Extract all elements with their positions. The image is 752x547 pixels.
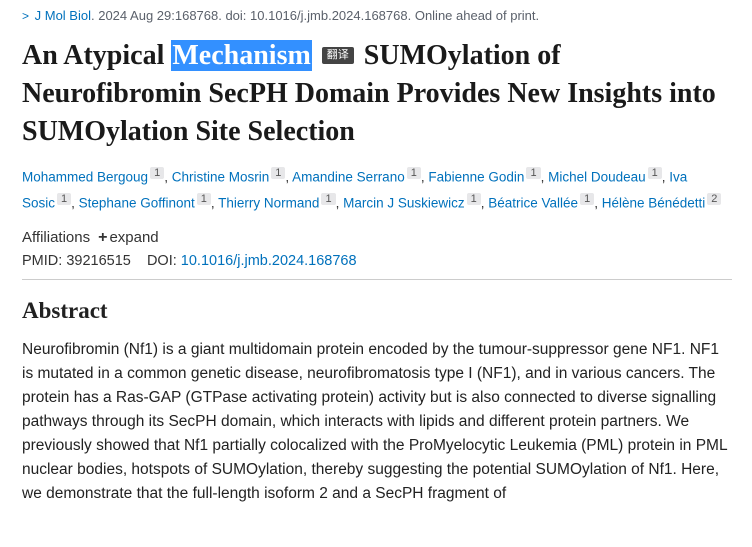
affiliation-badge[interactable]: 1 xyxy=(580,193,594,205)
author-link[interactable]: Marcin J Suskiewicz xyxy=(343,195,465,210)
author-link[interactable]: Christine Mosrin xyxy=(172,170,270,185)
expand-affiliations-button[interactable]: +expand xyxy=(98,229,159,247)
affiliation-badge[interactable]: 1 xyxy=(321,193,335,205)
affiliations-row: Affiliations +expand xyxy=(22,229,732,247)
pmid-value: 39216515 xyxy=(66,253,131,269)
doi-label: DOI: xyxy=(147,253,177,269)
affiliation-badge[interactable]: 1 xyxy=(150,167,164,179)
author-link[interactable]: Stephane Goffinont xyxy=(79,195,195,210)
article-title: An Atypical Mechanism 翻译 SUMOylation of … xyxy=(22,37,732,150)
divider xyxy=(22,279,732,280)
affiliation-badge[interactable]: 1 xyxy=(526,167,540,179)
breadcrumb: > J Mol Biol. 2024 Aug 29:168768. doi: 1… xyxy=(22,0,732,31)
translate-badge[interactable]: 翻译 xyxy=(322,47,354,64)
author-link[interactable]: Béatrice Vallée xyxy=(488,195,578,210)
author-link[interactable]: Thierry Normand xyxy=(218,195,319,210)
affiliation-badge[interactable]: 1 xyxy=(407,167,421,179)
highlighted-text: Mechanism xyxy=(171,40,311,71)
author-link[interactable]: Amandine Serrano xyxy=(292,170,405,185)
affiliation-badge[interactable]: 1 xyxy=(467,193,481,205)
plus-icon: + xyxy=(98,229,107,246)
authors-list: Mohammed Bergoug1, Christine Mosrin1, Am… xyxy=(22,164,732,214)
affiliation-badge[interactable]: 1 xyxy=(271,167,285,179)
abstract-body: Neurofibromin (Nf1) is a giant multidoma… xyxy=(22,338,732,506)
affiliation-badge[interactable]: 1 xyxy=(648,167,662,179)
citation-text: . 2024 Aug 29:168768. doi: 10.1016/j.jmb… xyxy=(91,8,539,23)
abstract-heading: Abstract xyxy=(22,298,732,324)
identifiers-row: PMID: 39216515 DOI: 10.1016/j.jmb.2024.1… xyxy=(22,253,732,269)
doi-link[interactable]: 10.1016/j.jmb.2024.168768 xyxy=(181,253,357,269)
affiliation-badge[interactable]: 1 xyxy=(197,193,211,205)
journal-link[interactable]: J Mol Biol xyxy=(35,8,91,23)
pmid-label: PMID: xyxy=(22,253,62,269)
author-link[interactable]: Mohammed Bergoug xyxy=(22,170,148,185)
author-link[interactable]: Fabienne Godin xyxy=(428,170,524,185)
affiliation-badge[interactable]: 1 xyxy=(57,193,71,205)
author-link[interactable]: Hélène Bénédetti xyxy=(602,195,706,210)
affiliations-label: Affiliations xyxy=(22,229,90,246)
affiliation-badge[interactable]: 2 xyxy=(707,193,721,205)
chevron-right-icon: > xyxy=(22,9,29,23)
author-link[interactable]: Michel Doudeau xyxy=(548,170,646,185)
